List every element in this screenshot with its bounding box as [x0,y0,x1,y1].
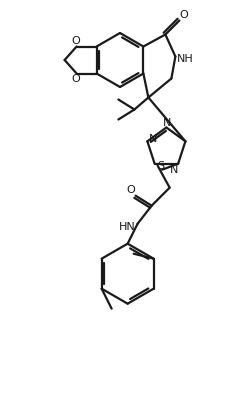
Text: O: O [71,36,80,46]
Text: N: N [169,165,178,175]
Text: HN: HN [119,222,135,232]
Text: O: O [126,185,134,195]
Text: S: S [156,161,163,171]
Text: O: O [178,10,187,20]
Text: N: N [148,134,157,144]
Text: O: O [71,74,80,84]
Text: NH: NH [176,54,193,64]
Text: N: N [163,117,171,127]
